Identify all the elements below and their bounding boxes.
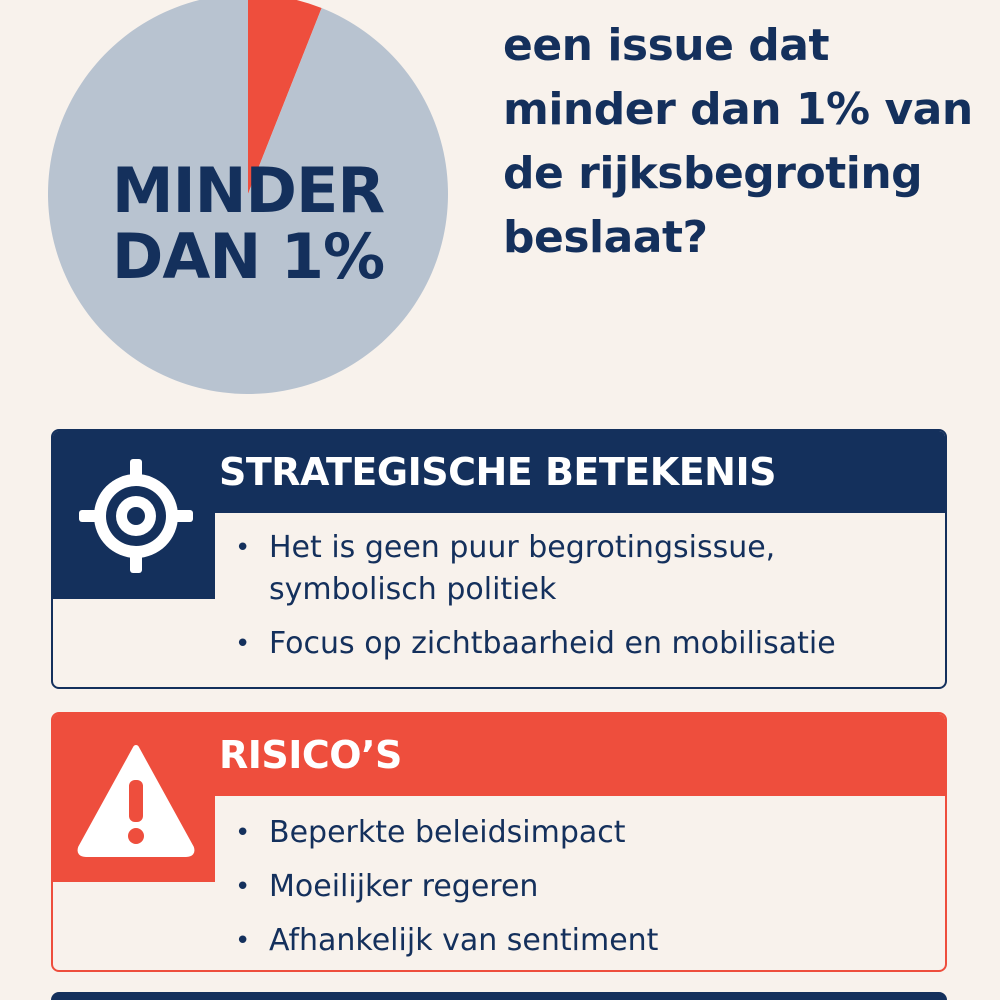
pie-label-line-2: DAN 1%	[111, 220, 385, 293]
budget-pie-chart	[48, 0, 448, 394]
list-item: Het is geen puur begrotingsissue, symbol…	[235, 527, 889, 611]
headline-question: een issue dat minder dan 1% van de rijks…	[503, 14, 983, 270]
list-item: Focus op zichtbaarheid en mobilisatie	[235, 623, 889, 665]
pie-slice-highlight	[248, 0, 322, 194]
target-icon	[73, 453, 199, 579]
pie-slice-rest	[48, 0, 448, 394]
list-item: Moeilijker regeren	[235, 866, 658, 908]
strategic-title: STRATEGISCHE BETEKENIS	[219, 450, 776, 494]
risks-card: RISICO’S Beperkte beleidsimpact Moeilijk…	[51, 712, 947, 972]
list-item: Afhankelijk van sentiment	[235, 920, 658, 962]
warning-icon	[73, 736, 199, 862]
next-card-top-edge	[51, 992, 947, 1000]
pie-label-line-1: MINDER	[111, 154, 385, 227]
risks-list: Beperkte beleidsimpact Moeilijker regere…	[235, 812, 658, 970]
risks-title: RISICO’S	[219, 733, 402, 777]
headline-line-4: beslaat?	[503, 212, 708, 263]
strategic-list: Het is geen puur begrotingsissue, symbol…	[235, 527, 889, 677]
pie-label: MINDER DAN 1%	[48, 158, 448, 290]
headline-line-2: minder dan 1% van	[503, 84, 973, 135]
headline-line-3: de rijksbegroting	[503, 148, 923, 199]
list-item: Beperkte beleidsimpact	[235, 812, 658, 854]
headline-line-1: een issue dat	[503, 20, 830, 71]
strategic-card: STRATEGISCHE BETEKENIS Het is geen puur …	[51, 429, 947, 689]
pie-svg	[48, 0, 448, 394]
